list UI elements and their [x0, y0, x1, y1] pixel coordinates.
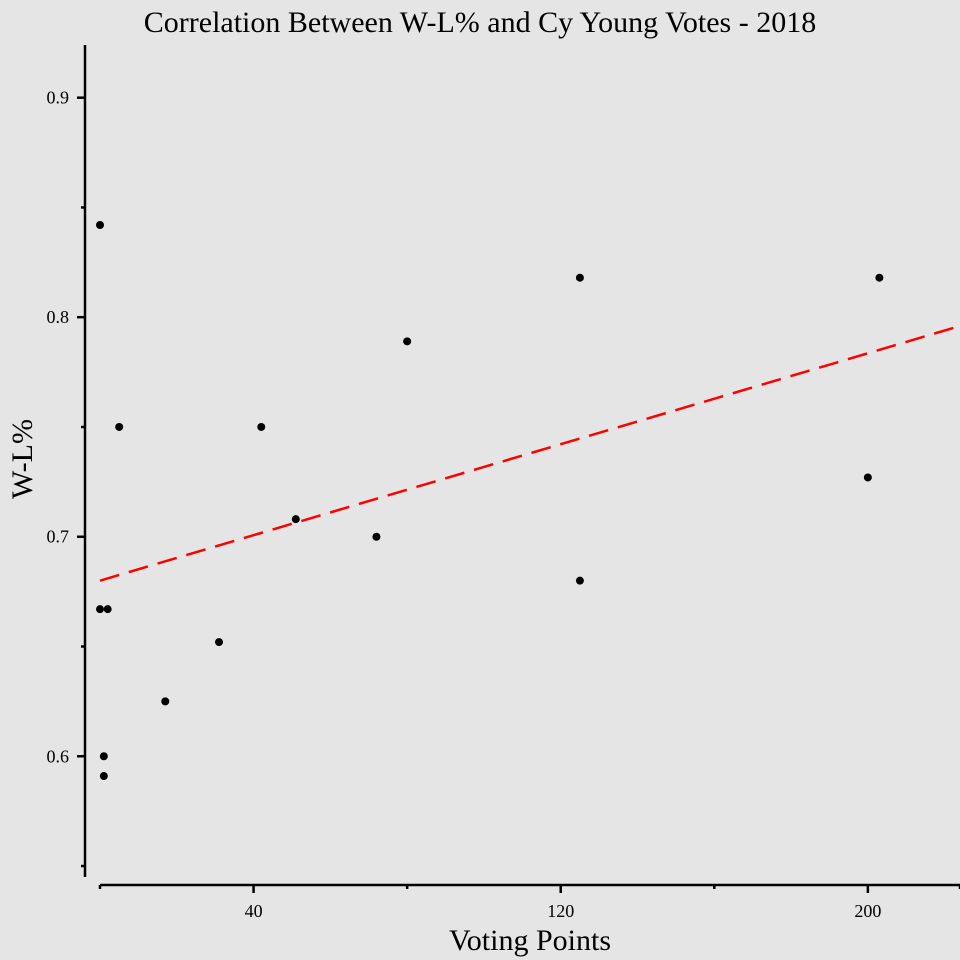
- data-point: [863, 473, 872, 482]
- y-tick-label: 0.7: [47, 527, 70, 547]
- data-point: [575, 273, 584, 282]
- y-tick-label: 0.6: [47, 746, 70, 766]
- data-point: [291, 515, 300, 524]
- y-tick-label: 0.8: [47, 307, 70, 327]
- data-point: [257, 422, 266, 431]
- data-point: [96, 221, 104, 230]
- points-layer: [96, 221, 884, 781]
- x-axis-title: Voting Points: [449, 924, 611, 957]
- data-point: [875, 273, 884, 282]
- data-point: [215, 638, 224, 647]
- y-axis: 0.6 0.7 0.8 0.9: [47, 45, 87, 877]
- x-tick-label: 40: [245, 901, 263, 921]
- x-tick-label: 120: [547, 901, 574, 921]
- x-tick-label: 200: [854, 901, 881, 921]
- data-point: [115, 422, 124, 431]
- y-tick-label: 0.9: [47, 88, 70, 108]
- chart-title: Correlation Between W-L% and Cy Young Vo…: [144, 6, 816, 39]
- data-point: [575, 576, 584, 585]
- data-point: [96, 605, 104, 614]
- data-point: [103, 605, 112, 614]
- y-axis-title: W-L%: [6, 419, 39, 499]
- data-point: [372, 532, 381, 541]
- data-point: [161, 697, 170, 706]
- x-axis: 40 120 200: [98, 883, 960, 921]
- data-point: [403, 337, 412, 346]
- data-point: [99, 772, 108, 781]
- data-point: [99, 752, 108, 761]
